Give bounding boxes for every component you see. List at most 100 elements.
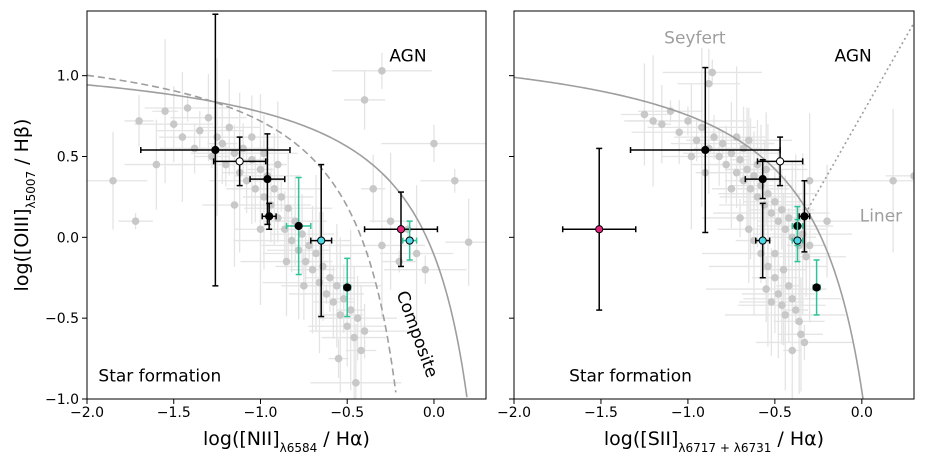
background-point: [412, 249, 421, 258]
data-point: [775, 157, 785, 166]
y-tick-label: 0.0: [57, 230, 79, 246]
x-axis-label-subscript: λ6584: [280, 441, 318, 455]
background-point: [727, 185, 736, 193]
background-point: [152, 160, 161, 169]
background-point: [718, 139, 727, 148]
background-point: [771, 197, 779, 206]
annotation-label: Seyfert: [664, 28, 726, 48]
background-point: [649, 117, 657, 125]
data-point: [793, 236, 802, 245]
background-point: [322, 290, 331, 298]
background-point: [178, 133, 187, 141]
background-point: [802, 252, 810, 261]
y-tick-label: −1.0: [45, 392, 79, 408]
background-point: [774, 290, 783, 298]
background-point: [369, 185, 378, 193]
background-point: [270, 185, 279, 193]
background-point: [722, 160, 730, 169]
background-point: [767, 298, 776, 306]
background-point: [764, 189, 772, 198]
plot-area: [87, 13, 486, 399]
background-point: [823, 217, 831, 225]
background-point: [131, 217, 140, 225]
background-point: [308, 265, 317, 274]
axes-frame: [86, 10, 487, 400]
annotation-label: AGN: [835, 46, 872, 66]
background-point: [692, 136, 701, 145]
x-tick-label: −2.0: [70, 405, 104, 421]
background-point: [248, 133, 256, 141]
background-point: [767, 209, 776, 217]
background-point: [762, 165, 770, 174]
background-point: [190, 144, 199, 153]
background-point: [753, 160, 762, 169]
data-point: [235, 157, 244, 166]
background-point: [260, 149, 268, 158]
x-axis-label-tail: / Hα): [317, 428, 370, 450]
x-tick-label: −0.5: [330, 405, 364, 421]
background-point: [889, 176, 897, 185]
data-point: [211, 145, 220, 155]
annotation-label: Star formation: [98, 366, 221, 386]
background-point: [339, 294, 348, 303]
background-point: [771, 273, 779, 282]
background-point: [333, 282, 341, 290]
background-point: [301, 257, 310, 266]
background-point: [450, 176, 459, 185]
background-point: [378, 67, 386, 75]
background-point: [378, 241, 386, 250]
background-point: [353, 314, 362, 322]
background-point: [395, 257, 404, 266]
background-point: [274, 160, 282, 169]
annotation-label: Liner: [860, 206, 902, 226]
background-point: [710, 133, 718, 141]
x-tick-label: 0.0: [851, 405, 873, 421]
background-point: [230, 201, 239, 209]
background-point: [195, 126, 204, 135]
background-point: [326, 273, 334, 282]
background-point: [698, 123, 706, 132]
background-point: [805, 241, 814, 250]
x-axis-label-main: log([SII]: [604, 428, 678, 450]
background-point: [256, 225, 265, 234]
background-point: [708, 68, 717, 77]
background-point: [743, 165, 751, 174]
x-tick-label: 0.0: [423, 405, 445, 421]
background-point: [334, 354, 343, 363]
background-point: [305, 241, 313, 250]
data-point: [595, 225, 604, 234]
background-point: [757, 249, 765, 258]
background-point: [798, 230, 807, 238]
background-point: [739, 176, 748, 185]
background-point: [684, 117, 692, 125]
background-point: [183, 104, 192, 112]
background-point: [218, 139, 227, 148]
background-point: [336, 311, 345, 319]
background-point: [779, 265, 788, 274]
demarcation-line: [87, 84, 468, 398]
background-point: [805, 176, 814, 185]
background-point: [350, 333, 358, 342]
demarcation-line: [807, 22, 914, 210]
background-point: [715, 152, 724, 161]
background-point: [753, 193, 762, 201]
x-axis-label: log([SII]λ6717 + λ6731 / Hα): [604, 428, 824, 455]
background-point: [800, 338, 809, 347]
background-point: [284, 204, 293, 213]
background-point: [221, 160, 230, 169]
background-point: [704, 79, 713, 88]
background-point: [277, 193, 286, 201]
background-point: [764, 262, 772, 271]
annotation-label: Star formation: [569, 366, 692, 386]
background-point: [248, 155, 256, 164]
data-point: [758, 175, 767, 184]
background-point: [744, 225, 753, 234]
background-point: [230, 149, 239, 158]
x-axis-label: log([NII]λ6584 / Hα): [203, 428, 370, 455]
plot-area: [514, 22, 914, 399]
background-point: [760, 201, 769, 209]
data-point: [263, 175, 272, 184]
background-point: [784, 214, 793, 222]
